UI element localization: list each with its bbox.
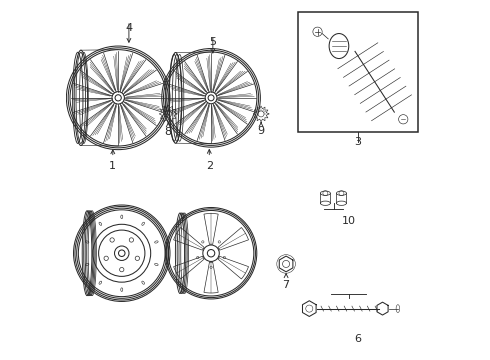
- Text: 8: 8: [165, 127, 172, 137]
- Text: 9: 9: [258, 126, 265, 136]
- Text: 4: 4: [125, 23, 132, 33]
- Text: 5: 5: [209, 37, 217, 48]
- Text: 3: 3: [354, 138, 361, 148]
- Text: 7: 7: [283, 280, 290, 291]
- Text: 6: 6: [354, 334, 361, 344]
- Text: 2: 2: [206, 161, 213, 171]
- Text: 1: 1: [109, 161, 116, 171]
- Text: 10: 10: [342, 216, 356, 226]
